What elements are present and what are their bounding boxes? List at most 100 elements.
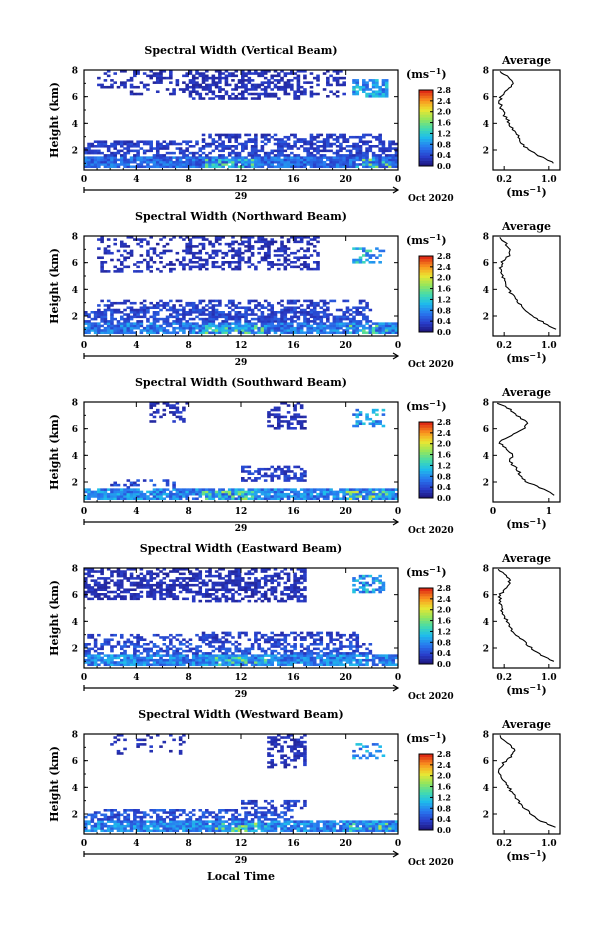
- heatmap-cell: [267, 81, 271, 84]
- heatmap-cell: [326, 165, 330, 169]
- heatmap-cell: [286, 411, 291, 414]
- x-tick-label: 8: [186, 175, 192, 185]
- heatmap-cell: [241, 324, 245, 328]
- heatmap-cell: [335, 81, 340, 84]
- heatmap-cell: [103, 85, 108, 89]
- heatmap-cell: [126, 245, 131, 248]
- heatmap-cell: [116, 595, 121, 598]
- heatmap-cell: [123, 331, 127, 335]
- heatmap-cell: [162, 156, 167, 159]
- heatmap-cell: [146, 497, 150, 501]
- heatmap-cell: [116, 656, 121, 660]
- heatmap-cell: [90, 492, 95, 496]
- heatmap-cell: [119, 245, 124, 248]
- heatmap-cell: [371, 408, 376, 412]
- heatmap-cell: [195, 165, 199, 169]
- heatmap-cell: [126, 577, 131, 580]
- heatmap-cell: [218, 326, 222, 330]
- heatmap-cell: [352, 85, 356, 89]
- heatmap-cell: [172, 420, 176, 423]
- heatmap-cell: [247, 308, 252, 312]
- heatmap-cell: [244, 581, 248, 585]
- heatmap-cell: [195, 633, 199, 637]
- heatmap-cell: [365, 249, 369, 253]
- heatmap-cell: [231, 156, 235, 159]
- heatmap-cell: [352, 322, 356, 325]
- heatmap-cell: [247, 638, 252, 642]
- heatmap-cell: [84, 151, 88, 155]
- heatmap-cell: [247, 599, 252, 603]
- heatmap-cell: [191, 311, 196, 314]
- heatmap-cell: [345, 490, 350, 494]
- heatmap-cell: [260, 88, 265, 91]
- heatmap-cell: [280, 151, 284, 155]
- heatmap-cell: [352, 154, 356, 157]
- heatmap-cell: [280, 593, 284, 596]
- heatmap-cell: [155, 652, 160, 655]
- heatmap-cell: [93, 581, 98, 585]
- heatmap-cell: [286, 593, 291, 596]
- heatmap-cell: [227, 140, 232, 144]
- heatmap-cell: [159, 317, 163, 321]
- heatmap-cell: [306, 256, 310, 260]
- heatmap-cell: [365, 95, 369, 98]
- heatmap-cell: [208, 299, 212, 303]
- heatmap-cell: [237, 301, 242, 305]
- heatmap-cell: [214, 81, 219, 84]
- heatmap-cell: [303, 472, 307, 476]
- heatmap-cell: [231, 599, 235, 603]
- heatmap-cell: [139, 245, 144, 248]
- heatmap-cell: [205, 154, 209, 157]
- heatmap-cell: [106, 568, 111, 571]
- heatmap-cell: [97, 577, 101, 580]
- heatmap-cell: [218, 95, 222, 98]
- colorbar-segment: [419, 451, 433, 455]
- heatmap-cell: [332, 495, 337, 498]
- heatmap-cell: [371, 492, 376, 496]
- heatmap-cell: [322, 72, 327, 75]
- heatmap-cell: [368, 490, 373, 494]
- heatmap-cell: [224, 649, 229, 653]
- heatmap-cell: [191, 661, 196, 664]
- heatmap-cell: [290, 163, 294, 166]
- heatmap-cell: [191, 236, 196, 239]
- heatmap-cell: [388, 331, 392, 335]
- heatmap-cell: [290, 645, 294, 648]
- heatmap-cell: [299, 90, 304, 94]
- heatmap-cell: [362, 247, 366, 250]
- heatmap-cell: [169, 140, 173, 144]
- heatmap-cell: [155, 163, 160, 166]
- heatmap-cell: [283, 465, 288, 469]
- heatmap-cell: [169, 249, 173, 253]
- colorbar-tick-label: 1.2: [437, 128, 451, 138]
- heatmap-cell: [129, 654, 134, 657]
- heatmap-cell: [273, 643, 278, 646]
- heatmap-cell: [100, 270, 104, 273]
- heatmap-cell: [283, 313, 288, 316]
- heatmap-cell: [133, 92, 137, 96]
- heatmap-cell: [394, 326, 399, 330]
- heatmap-cell: [391, 156, 396, 159]
- heatmap-cell: [185, 497, 189, 501]
- heatmap-cell: [312, 158, 317, 162]
- heatmap-cell: [218, 658, 222, 662]
- heatmap-cell: [195, 81, 199, 84]
- heatmap-cell: [139, 645, 144, 648]
- heatmap-cell: [280, 247, 284, 250]
- heatmap-cell: [100, 583, 104, 587]
- heatmap-cell: [241, 652, 245, 655]
- heatmap-cell: [306, 163, 310, 166]
- heatmap-cell: [90, 326, 95, 330]
- heatmap-cell: [231, 643, 235, 646]
- heatmap-cell: [231, 160, 235, 164]
- heatmap-cell: [198, 163, 203, 166]
- heatmap-cell: [90, 163, 95, 166]
- heatmap-cell: [244, 315, 248, 319]
- heatmap-cell: [263, 142, 268, 146]
- heatmap-cell: [290, 85, 294, 89]
- heatmap-cell: [273, 324, 278, 328]
- heatmap-cell: [267, 165, 271, 169]
- heatmap-cell: [126, 265, 131, 269]
- heatmap-cell: [110, 315, 114, 319]
